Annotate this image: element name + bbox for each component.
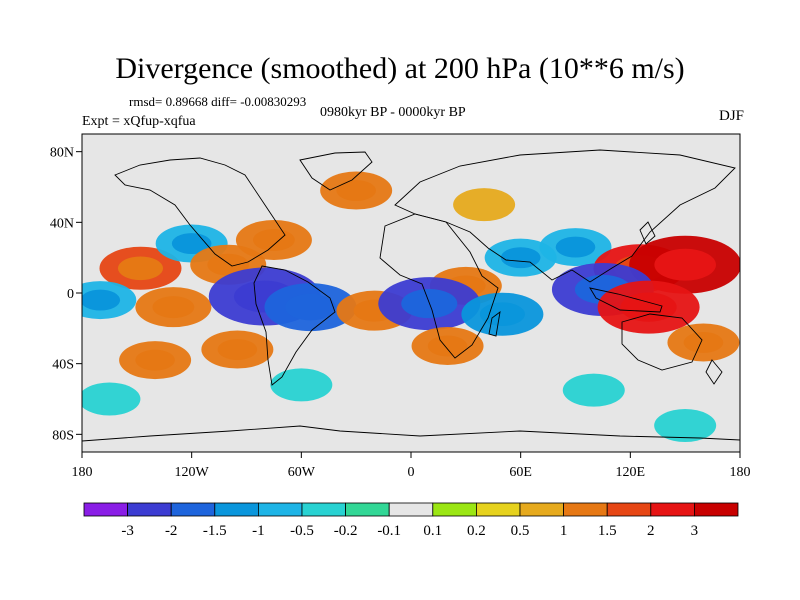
field-core-7: [285, 293, 336, 321]
x-tick-label-0: 180: [72, 465, 93, 480]
colorbar-label-3: -1: [252, 523, 265, 539]
colorbar-box-1: [127, 502, 172, 517]
colorbar-label-1: -2: [165, 523, 178, 539]
field-core-21: [683, 332, 724, 353]
coastline-antarctica: [82, 425, 740, 442]
colorbar-box-3: [214, 502, 259, 517]
colorbar-label-10: 1: [560, 523, 568, 539]
coastline-greenland: [299, 151, 373, 191]
colorbar-box-11: [563, 502, 608, 517]
y-tick-label-1: 40N: [50, 216, 74, 231]
divergence-field: [82, 171, 740, 442]
x-tick-label-4: 60E: [509, 465, 532, 480]
colorbar-label-2: -1.5: [203, 523, 227, 539]
colorbar-label-7: 0.1: [423, 523, 442, 539]
coastline-madagascar: [488, 310, 501, 337]
coastline-south-america: [253, 265, 336, 386]
x-tick-label-2: 60W: [288, 465, 316, 480]
colorbar-label-13: 3: [691, 523, 699, 539]
colorbar-box-0: [83, 502, 128, 517]
field-core-13: [479, 302, 525, 327]
colorbar: -3 -2 -1.5 -1 -0.5 -0.2 -0.1 0.1 0.2 0.5 1 1.5 2 3: [83, 502, 739, 539]
colorbar-label-9: 0.5: [511, 523, 530, 539]
field-core-15: [500, 247, 541, 269]
experiment-label: Expt = xQfup-xqfua: [82, 114, 196, 129]
stats-label: rmsd= 0.89668 diff= -0.00830293: [129, 94, 307, 109]
map-layer: [81, 133, 741, 453]
field-feature-27: [82, 382, 141, 416]
coastline-australia: [621, 313, 703, 371]
colorbar-label-6: -0.1: [377, 523, 401, 539]
colorbar-box-4: [257, 502, 303, 517]
field-feature-22: [453, 188, 516, 222]
period-label: 0980kyr BP - 0000kyr BP: [320, 105, 466, 120]
colorbar-label-4: -0.5: [290, 523, 314, 539]
field-core-23: [336, 180, 376, 201]
field-core-2: [207, 253, 250, 276]
colorbar-label-11: 1.5: [598, 523, 617, 539]
axis-ticks: 180 120W 60W 0 60E 120E 180 80N 40N 0 40S 80S: [50, 146, 751, 480]
colorbar-label-0: -3: [121, 523, 134, 539]
x-tick-label-5: 120E: [616, 465, 646, 480]
colorbar-label-5: -0.2: [334, 523, 358, 539]
field-core-18: [654, 248, 716, 281]
season-label: DJF: [718, 108, 744, 124]
field-core-9: [135, 349, 175, 371]
colorbar-box-7: [388, 502, 434, 517]
coastline-north-america: [114, 157, 286, 267]
colorbar-box-2: [170, 502, 216, 517]
field-core-5: [152, 296, 195, 319]
y-tick-label-2: 0: [67, 287, 74, 302]
colorbar-box-14: [694, 502, 739, 517]
y-tick-label-3: 40S: [52, 358, 74, 373]
coastline-eurasia: [394, 149, 736, 283]
field-core-3: [253, 229, 295, 251]
colorbar-label-8: 0.2: [467, 523, 486, 539]
coastline-indonesia: [589, 287, 663, 313]
colorbar-box-9: [475, 502, 521, 517]
colorbar-label-12: 2: [647, 523, 655, 539]
field-core-0: [117, 256, 164, 281]
x-tick-label-6: 180: [730, 465, 751, 480]
y-tick-label-0: 80N: [50, 146, 74, 161]
field-core-20: [620, 292, 677, 322]
field-feature-25: [562, 373, 625, 407]
field-core-4: [82, 289, 121, 311]
y-tick-label-4: 80S: [52, 428, 74, 443]
colorbar-box-5: [301, 502, 346, 517]
colorbar-box-12: [606, 502, 652, 517]
coastline-japan: [639, 221, 656, 245]
coastline-africa: [379, 213, 499, 359]
x-tick-label-1: 120W: [175, 465, 210, 480]
field-feature-26: [654, 409, 717, 442]
chart-title: Divergence (smoothed) at 200 hPa (10**6 …: [115, 52, 685, 85]
colorbar-box-6: [345, 502, 390, 517]
field-core-14: [427, 335, 468, 357]
x-tick-label-3: 0: [408, 465, 415, 480]
colorbar-box-8: [432, 502, 477, 517]
coastlines: [82, 149, 740, 442]
field-feature-24: [270, 368, 333, 402]
field-core-16: [555, 236, 596, 258]
colorbar-box-13: [650, 502, 695, 517]
field-core-8: [217, 339, 258, 360]
colorbar-box-10: [519, 502, 564, 517]
coastline-new-zealand: [705, 359, 723, 385]
